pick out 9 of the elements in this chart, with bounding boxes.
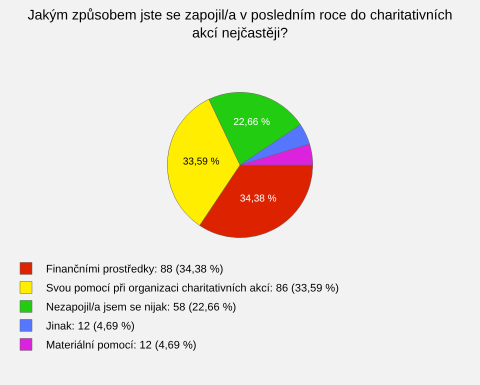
legend-label: Finančními prostředky: 88 (34,38 %) bbox=[46, 264, 224, 276]
data-label: 34,38 % bbox=[240, 194, 277, 205]
legend-label: Nezapojil/a jsem se nijak: 58 (22,66 %) bbox=[46, 302, 236, 314]
chart-title: Jakým způsobem jste se zapojil/a v posledním roce do charitativních akcí nejčastěji? bbox=[28, 6, 452, 40]
legend-label: Materiální pomocí: 12 (4,69 %) bbox=[46, 340, 196, 352]
data-label: 22,66 % bbox=[233, 117, 270, 128]
data-label: 33,59 % bbox=[182, 156, 220, 168]
legend-label: Svou pomocí při organizaci charitativních akcí: 86 (33,59 %) bbox=[46, 282, 339, 295]
legend-label: Jinak: 12 (4,69 %) bbox=[46, 320, 135, 333]
